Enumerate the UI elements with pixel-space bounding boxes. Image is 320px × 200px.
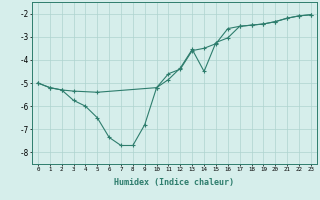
X-axis label: Humidex (Indice chaleur): Humidex (Indice chaleur) <box>115 178 234 187</box>
